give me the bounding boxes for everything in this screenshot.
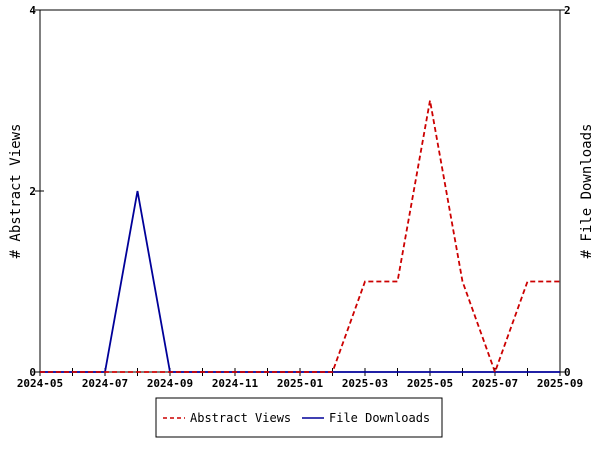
legend-abstract-views-label: Abstract Views <box>190 411 291 425</box>
x-tick-label: 2025-03 <box>342 377 388 390</box>
x-tick-label: 2025-01 <box>277 377 324 390</box>
left-y-tick-label: 0 <box>29 366 36 379</box>
left-y-axis-title: # Abstract Views <box>8 124 24 259</box>
right-y-tick-label: 2 <box>564 4 571 17</box>
x-tick-label: 2024-11 <box>212 377 259 390</box>
right-y-axis-title: # File Downloads <box>579 124 595 259</box>
x-tick-label: 2024-09 <box>147 377 193 390</box>
x-tick-label: 2024-07 <box>82 377 128 390</box>
right-y-tick-label: 0 <box>564 366 571 379</box>
x-tick-label: 2025-07 <box>472 377 518 390</box>
abstract-views-line <box>40 100 560 375</box>
x-tick-label: 2025-09 <box>537 377 583 390</box>
series-layer <box>40 100 560 375</box>
left-y-tick-label: 2 <box>29 185 36 198</box>
left-y-tick-label: 4 <box>29 4 36 17</box>
legend-box <box>155 397 443 438</box>
legend-file-downloads-label: File Downloads <box>329 411 430 425</box>
legend: Abstract Views File Downloads <box>155 397 443 438</box>
plot-area <box>39 9 561 373</box>
x-tick-label: 2024-05 <box>17 377 63 390</box>
x-tick-label: 2025-05 <box>407 377 453 390</box>
x-axis: 2024-05 2024-07 2024-09 2024-11 2025-01 2025-… <box>17 368 583 390</box>
